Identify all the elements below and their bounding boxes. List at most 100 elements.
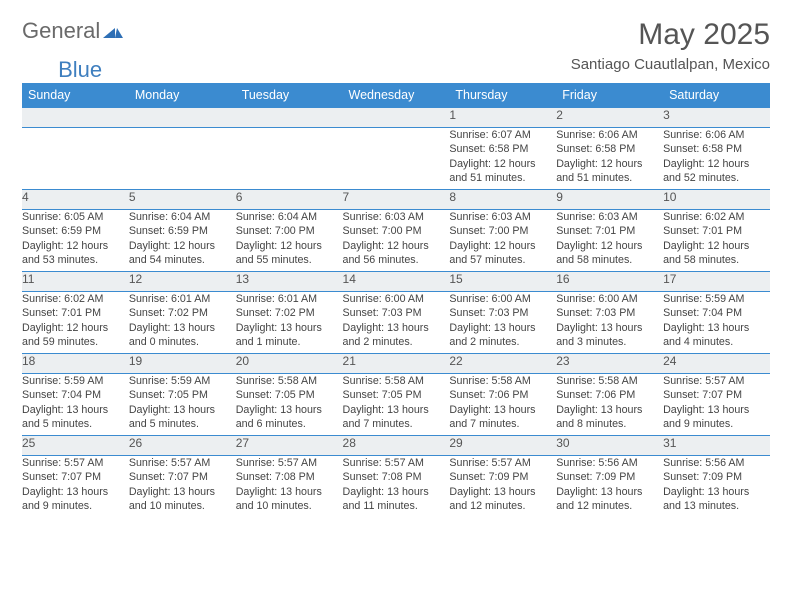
detail-line: Sunrise: 5:58 AM xyxy=(449,374,556,388)
detail-line: and 7 minutes. xyxy=(343,417,450,431)
detail-line: Sunrise: 5:58 AM xyxy=(236,374,343,388)
detail-line: Sunset: 7:00 PM xyxy=(236,224,343,238)
detail-line: and 51 minutes. xyxy=(556,171,663,185)
logo-text-general: General xyxy=(22,18,100,44)
day-number: 10 xyxy=(663,190,770,210)
day-details: Sunrise: 6:04 AMSunset: 6:59 PMDaylight:… xyxy=(129,210,236,272)
detail-line: Daylight: 13 hours xyxy=(343,485,450,499)
detail-line: Sunrise: 6:00 AM xyxy=(449,292,556,306)
detail-line: and 13 minutes. xyxy=(663,499,770,513)
day-details xyxy=(236,128,343,190)
daynum-row: 45678910 xyxy=(22,190,770,210)
detail-line: Sunrise: 5:57 AM xyxy=(22,456,129,470)
detail-line: Sunrise: 5:59 AM xyxy=(129,374,236,388)
detail-line: Sunrise: 5:58 AM xyxy=(343,374,450,388)
detail-line: Sunrise: 5:57 AM xyxy=(343,456,450,470)
detail-line: and 52 minutes. xyxy=(663,171,770,185)
calendar-header: Sunday Monday Tuesday Wednesday Thursday… xyxy=(22,83,770,108)
detail-line: Daylight: 12 hours xyxy=(556,239,663,253)
detail-line: Sunset: 6:58 PM xyxy=(449,142,556,156)
detail-line: Daylight: 13 hours xyxy=(236,403,343,417)
day-number: 23 xyxy=(556,354,663,374)
weekday-header: Monday xyxy=(129,83,236,108)
day-number: 16 xyxy=(556,272,663,292)
day-details: Sunrise: 6:00 AMSunset: 7:03 PMDaylight:… xyxy=(556,292,663,354)
day-details: Sunrise: 6:01 AMSunset: 7:02 PMDaylight:… xyxy=(129,292,236,354)
details-row: Sunrise: 5:59 AMSunset: 7:04 PMDaylight:… xyxy=(22,374,770,436)
detail-line: and 6 minutes. xyxy=(236,417,343,431)
detail-line: Sunrise: 6:03 AM xyxy=(343,210,450,224)
day-number: 5 xyxy=(129,190,236,210)
day-number: 21 xyxy=(343,354,450,374)
day-number xyxy=(22,108,129,128)
detail-line: Sunrise: 6:07 AM xyxy=(449,128,556,142)
detail-line: Daylight: 12 hours xyxy=(22,321,129,335)
day-details: Sunrise: 5:59 AMSunset: 7:04 PMDaylight:… xyxy=(663,292,770,354)
day-number: 27 xyxy=(236,436,343,456)
detail-line: Sunset: 7:06 PM xyxy=(449,388,556,402)
day-number: 2 xyxy=(556,108,663,128)
day-number: 24 xyxy=(663,354,770,374)
detail-line: Daylight: 13 hours xyxy=(129,403,236,417)
day-details: Sunrise: 6:03 AMSunset: 7:00 PMDaylight:… xyxy=(343,210,450,272)
detail-line: Sunset: 7:07 PM xyxy=(129,470,236,484)
weekday-header: Sunday xyxy=(22,83,129,108)
detail-line: Daylight: 13 hours xyxy=(22,485,129,499)
detail-line: Sunrise: 5:59 AM xyxy=(663,292,770,306)
detail-line: and 10 minutes. xyxy=(236,499,343,513)
detail-line: Daylight: 13 hours xyxy=(556,485,663,499)
detail-line: Sunrise: 6:05 AM xyxy=(22,210,129,224)
day-number: 29 xyxy=(449,436,556,456)
detail-line: Daylight: 13 hours xyxy=(663,485,770,499)
day-number: 1 xyxy=(449,108,556,128)
detail-line: and 0 minutes. xyxy=(129,335,236,349)
day-number: 30 xyxy=(556,436,663,456)
detail-line: Daylight: 12 hours xyxy=(22,239,129,253)
day-details: Sunrise: 5:58 AMSunset: 7:06 PMDaylight:… xyxy=(449,374,556,436)
detail-line: and 1 minute. xyxy=(236,335,343,349)
day-number: 3 xyxy=(663,108,770,128)
day-number: 14 xyxy=(343,272,450,292)
detail-line: and 55 minutes. xyxy=(236,253,343,267)
day-number: 28 xyxy=(343,436,450,456)
detail-line: Daylight: 13 hours xyxy=(22,403,129,417)
detail-line: Sunrise: 6:01 AM xyxy=(129,292,236,306)
detail-line: Sunset: 7:09 PM xyxy=(556,470,663,484)
weekday-header: Tuesday xyxy=(236,83,343,108)
detail-line: Daylight: 12 hours xyxy=(663,157,770,171)
day-number: 9 xyxy=(556,190,663,210)
detail-line: Daylight: 13 hours xyxy=(449,403,556,417)
day-details xyxy=(343,128,450,190)
day-details: Sunrise: 5:58 AMSunset: 7:06 PMDaylight:… xyxy=(556,374,663,436)
day-number: 31 xyxy=(663,436,770,456)
day-details: Sunrise: 6:07 AMSunset: 6:58 PMDaylight:… xyxy=(449,128,556,190)
day-number: 22 xyxy=(449,354,556,374)
logo-text-blue: Blue xyxy=(58,57,102,83)
day-details: Sunrise: 6:05 AMSunset: 6:59 PMDaylight:… xyxy=(22,210,129,272)
detail-line: Sunrise: 6:02 AM xyxy=(22,292,129,306)
detail-line: Sunrise: 5:57 AM xyxy=(663,374,770,388)
detail-line: Daylight: 12 hours xyxy=(449,239,556,253)
day-details xyxy=(22,128,129,190)
detail-line: Sunrise: 6:00 AM xyxy=(556,292,663,306)
detail-line: and 2 minutes. xyxy=(449,335,556,349)
detail-line: Daylight: 12 hours xyxy=(449,157,556,171)
detail-line: Sunrise: 5:57 AM xyxy=(236,456,343,470)
day-details: Sunrise: 5:58 AMSunset: 7:05 PMDaylight:… xyxy=(343,374,450,436)
day-details: Sunrise: 6:06 AMSunset: 6:58 PMDaylight:… xyxy=(556,128,663,190)
detail-line: and 9 minutes. xyxy=(663,417,770,431)
day-details: Sunrise: 6:00 AMSunset: 7:03 PMDaylight:… xyxy=(449,292,556,354)
logo-mark-icon xyxy=(103,18,123,44)
day-details: Sunrise: 5:57 AMSunset: 7:07 PMDaylight:… xyxy=(129,456,236,518)
detail-line: and 53 minutes. xyxy=(22,253,129,267)
day-details: Sunrise: 6:06 AMSunset: 6:58 PMDaylight:… xyxy=(663,128,770,190)
day-number: 15 xyxy=(449,272,556,292)
detail-line: Sunset: 6:58 PM xyxy=(556,142,663,156)
detail-line: Sunset: 7:08 PM xyxy=(343,470,450,484)
day-details: Sunrise: 5:59 AMSunset: 7:04 PMDaylight:… xyxy=(22,374,129,436)
detail-line: and 11 minutes. xyxy=(343,499,450,513)
detail-line: and 3 minutes. xyxy=(556,335,663,349)
detail-line: Daylight: 13 hours xyxy=(556,403,663,417)
detail-line: Daylight: 12 hours xyxy=(663,239,770,253)
detail-line: Daylight: 13 hours xyxy=(343,403,450,417)
